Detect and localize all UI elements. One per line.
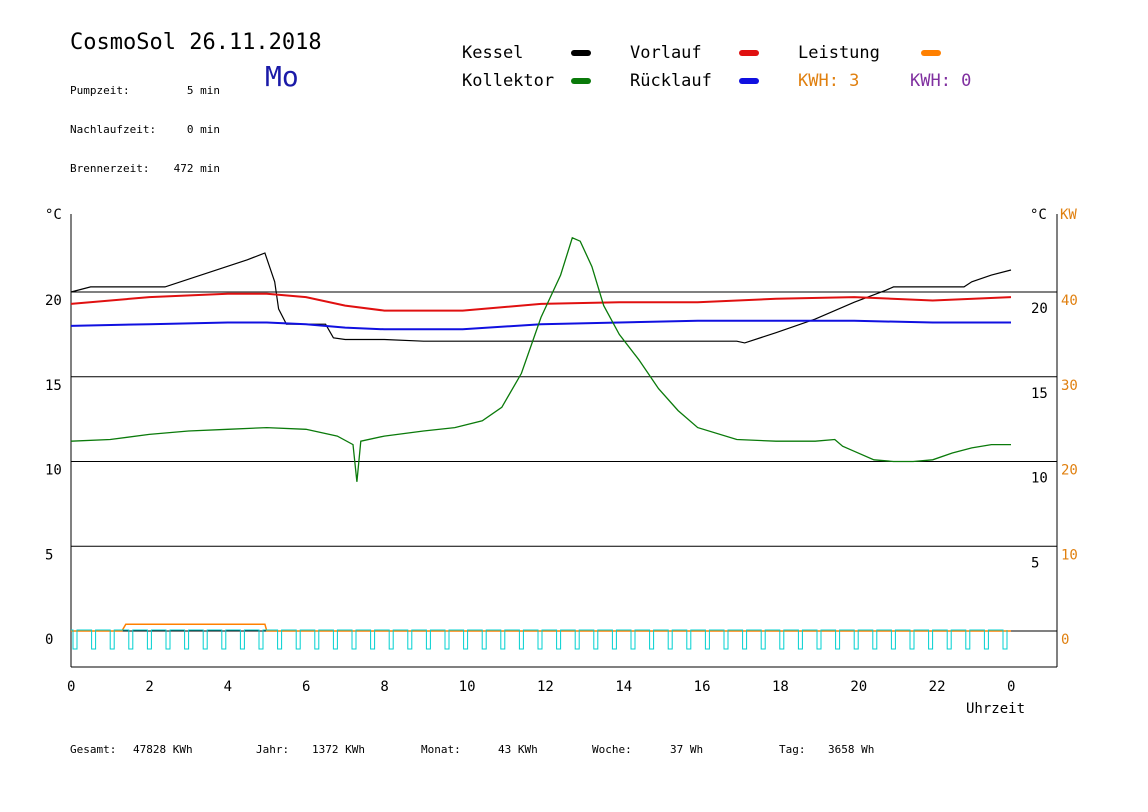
y-tick-kw: 20 (1061, 463, 1078, 479)
footer-monat-value: 43 KWh (498, 743, 538, 756)
x-tick: 14 (615, 679, 632, 695)
x-tick: 0 (1007, 679, 1015, 695)
y-tick-right: 10 (1031, 471, 1048, 487)
legend-ruecklauf-swatch (739, 78, 759, 84)
legend-leistung-swatch (921, 50, 941, 56)
footer-gesamt-value: 47828 KWh (133, 743, 193, 756)
footer-woche-value: 37 Wh (670, 743, 704, 756)
stat-brennerzeit: Brennerzeit: 472 min (70, 162, 220, 175)
series-line-leistung (71, 623, 1011, 632)
y-axis-right-unit: °C (1030, 207, 1047, 223)
y-tick-left: 15 (45, 378, 62, 394)
legend-kollektor-label: Kollektor (462, 71, 555, 91)
footer-monat-label: Monat: (421, 743, 461, 756)
x-tick: 20 (850, 679, 867, 695)
series-line-vorlauf (70, 292, 1012, 312)
y-tick-left: 10 (45, 463, 62, 479)
legend-kollektor-swatch (571, 78, 591, 84)
y-axis-kw-unit: KW (1060, 207, 1077, 223)
series-line-kollektor (70, 236, 1011, 482)
footer-jahr-value: 1372 KWh (312, 743, 365, 756)
x-tick: 18 (772, 679, 789, 695)
y-tick-left: 5 (45, 547, 53, 563)
legend-vorlauf-label: Vorlauf (630, 43, 702, 63)
series-line-kessel (70, 252, 1012, 344)
x-axis-label: Uhrzeit (966, 701, 1026, 717)
legend-leistung-label: Leistung (798, 43, 880, 63)
footer-woche-label: Woche: (592, 743, 632, 756)
chart-ticks: 20 15 10 5 0 20 15 10 5 40 30 20 10 0 0 2 4 6 8 10 12 14 16 18 2… (45, 293, 1078, 695)
legend-ruecklauf-label: Rücklauf (630, 71, 712, 91)
legend-kwh-orange: KWH: 3 (798, 71, 860, 91)
y-tick-left: 20 (45, 293, 62, 309)
legend-vorlauf-swatch (739, 50, 759, 56)
x-tick: 8 (380, 679, 388, 695)
footer-tag-label: Tag: (779, 743, 806, 756)
x-tick: 16 (694, 679, 711, 695)
weekday-label: Mo (265, 60, 299, 93)
y-tick-left: 0 (45, 632, 53, 648)
x-tick: 6 (302, 679, 310, 695)
series-line-ruecklauf (70, 319, 1011, 331)
stats-block: Pumpzeit: 5 min Nachlaufzeit: 0 min Brenne… (70, 58, 220, 188)
stat-pumpzeit: Pumpzeit: 5 min (70, 84, 220, 97)
chart-axes (70, 214, 1058, 668)
x-tick: 4 (224, 679, 232, 695)
legend-kessel-swatch (571, 50, 591, 56)
y-axis-left-unit: °C (45, 207, 62, 223)
series-line-pump (71, 629, 1008, 650)
legend-kwh-purple: KWH: 0 (910, 71, 972, 91)
chart-series (70, 236, 1012, 650)
y-tick-right: 15 (1031, 386, 1048, 402)
y-tick-right: 20 (1031, 301, 1048, 317)
page-title: CosmoSol 26.11.2018 (70, 30, 322, 55)
x-tick: 2 (145, 679, 153, 695)
x-tick: 22 (929, 679, 946, 695)
y-tick-kw: 30 (1061, 378, 1078, 394)
footer-tag-value: 3658 Wh (828, 743, 875, 756)
y-tick-kw: 10 (1061, 547, 1078, 563)
stat-nachlaufzeit: Nachlaufzeit: 0 min (70, 123, 220, 136)
y-tick-right: 5 (1031, 555, 1039, 571)
footer-jahr-label: Jahr: (256, 743, 290, 756)
x-tick: 0 (67, 679, 75, 695)
y-tick-kw: 40 (1061, 293, 1078, 309)
x-tick: 10 (459, 679, 476, 695)
footer-gesamt-label: Gesamt: (70, 743, 117, 756)
legend-kessel-label: Kessel (462, 43, 524, 63)
y-tick-kw: 0 (1061, 632, 1069, 648)
x-tick: 12 (537, 679, 554, 695)
